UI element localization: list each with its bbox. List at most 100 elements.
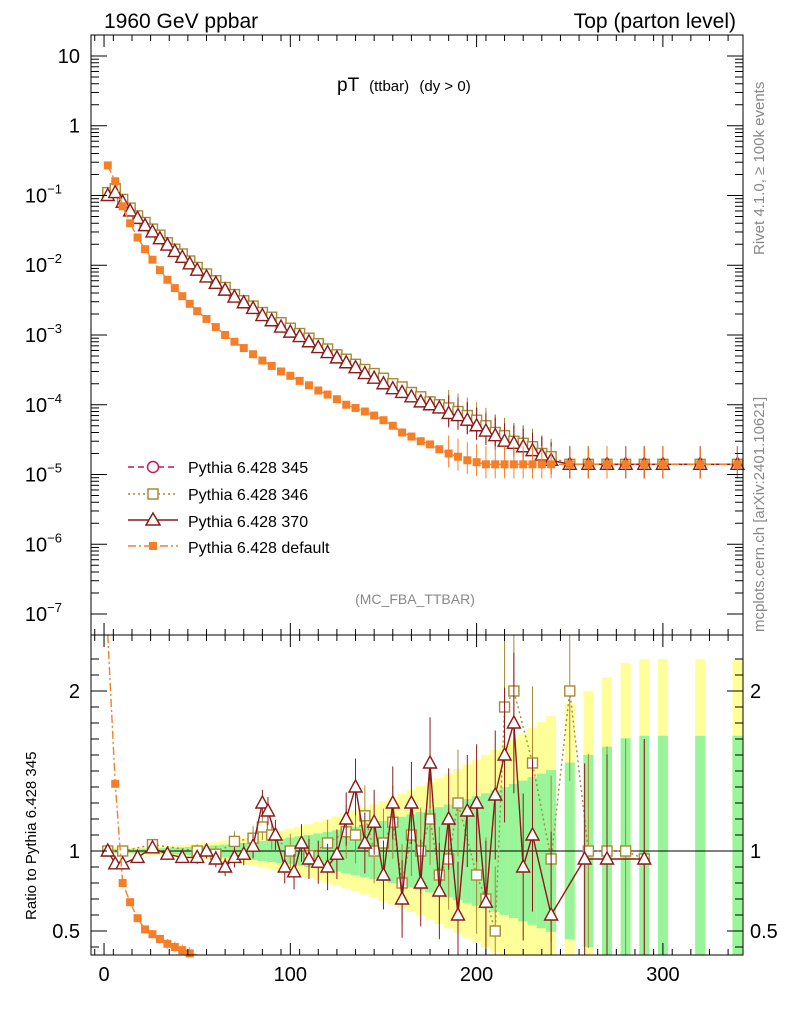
ratio-point bbox=[293, 834, 310, 849]
data-point bbox=[273, 318, 289, 333]
x-tick-label: 100 bbox=[274, 964, 307, 986]
ratio-point bbox=[170, 943, 179, 951]
ratio-point bbox=[277, 858, 293, 873]
data-point bbox=[249, 350, 258, 359]
data-point bbox=[189, 261, 205, 276]
data-point bbox=[144, 223, 161, 238]
data-point bbox=[111, 177, 120, 186]
legend-marker-default bbox=[149, 542, 157, 550]
data-point bbox=[440, 404, 457, 420]
series-line-0 bbox=[107, 189, 738, 466]
data-point bbox=[481, 460, 490, 469]
y-tick-label: 10−2 bbox=[25, 251, 62, 277]
ratio-point bbox=[208, 850, 224, 865]
ratio-point bbox=[254, 794, 271, 809]
ratio-point bbox=[506, 714, 522, 729]
data-point bbox=[221, 331, 230, 339]
series-line-2 bbox=[107, 191, 738, 466]
data-point bbox=[323, 390, 332, 399]
band-green bbox=[657, 735, 668, 955]
band-green bbox=[695, 735, 706, 955]
series-1 bbox=[102, 183, 744, 479]
site-label: mcplots.cern.ch [arXiv:2401.10621] bbox=[751, 397, 768, 632]
data-point bbox=[282, 323, 299, 338]
y-tick-exponent: −7 bbox=[47, 600, 62, 615]
header-right: Top (parton level) bbox=[574, 10, 736, 33]
data-point bbox=[379, 416, 388, 425]
ratio-point bbox=[524, 826, 541, 841]
legend-label-346: Pythia 6.428 346 bbox=[188, 487, 308, 504]
ratio-point bbox=[133, 914, 142, 923]
ratio-point bbox=[114, 855, 131, 870]
ratio-point bbox=[496, 746, 513, 761]
data-point bbox=[422, 396, 438, 411]
data-point bbox=[450, 407, 466, 422]
data-point bbox=[413, 393, 429, 408]
plot-title-sub2: (dy > 0) bbox=[419, 78, 470, 95]
ratio-point bbox=[619, 845, 632, 857]
data-point bbox=[403, 388, 420, 403]
data-point bbox=[319, 344, 336, 359]
ratio-y-tick-label-right: 0.5 bbox=[750, 921, 778, 943]
data-point bbox=[198, 268, 215, 283]
plot-title-main: pT bbox=[337, 75, 360, 96]
ratio-point bbox=[245, 837, 261, 852]
plot-title-sub1: (ttbar) bbox=[369, 78, 409, 95]
ratio-point bbox=[178, 946, 187, 955]
analysis-id: (MC_FBA_TTBAR) bbox=[355, 591, 475, 607]
data-point bbox=[370, 411, 379, 420]
data-point bbox=[193, 307, 202, 316]
ratio-point bbox=[141, 925, 150, 934]
data-point bbox=[310, 339, 326, 354]
series-3 bbox=[103, 161, 742, 479]
ratio-point bbox=[440, 810, 457, 825]
data-point bbox=[565, 460, 574, 469]
data-point bbox=[301, 333, 317, 348]
data-point bbox=[332, 395, 341, 404]
data-point bbox=[338, 354, 354, 369]
y-tick-exponent: −5 bbox=[47, 461, 62, 476]
ratio-point bbox=[256, 821, 269, 833]
y-tick-label: 10 bbox=[58, 46, 80, 68]
ratio-point bbox=[366, 813, 382, 828]
data-point bbox=[491, 460, 500, 469]
ratio-point bbox=[394, 890, 410, 905]
data-point bbox=[375, 375, 392, 390]
data-point bbox=[478, 422, 494, 437]
legend-label-default: Pythia 6.428 default bbox=[188, 540, 330, 557]
y-tick-label: 10−7 bbox=[25, 600, 62, 626]
data-point bbox=[468, 417, 485, 432]
ratio-series-1 bbox=[100, 652, 652, 955]
ratio-plot-panel bbox=[91, 634, 743, 958]
data-point bbox=[178, 292, 187, 301]
y-tick-label: 10−6 bbox=[25, 530, 62, 556]
ratio-point bbox=[159, 845, 176, 860]
legend: Pythia 6.428 345 Pythia 6.428 346 Pythia… bbox=[128, 460, 330, 557]
data-point bbox=[291, 328, 308, 343]
plot-title: pT (ttbar) (dy > 0) bbox=[337, 75, 471, 96]
data-point bbox=[453, 452, 462, 461]
ratio-point bbox=[349, 829, 362, 841]
ratio-y-tick-label: 2 bbox=[69, 681, 80, 703]
legend-marker-346 bbox=[147, 488, 159, 500]
data-point bbox=[217, 281, 233, 296]
data-point bbox=[277, 367, 286, 376]
band-green bbox=[732, 735, 743, 955]
ratio-y-tick-label: 0.5 bbox=[52, 921, 80, 943]
ratio-point bbox=[599, 850, 615, 865]
data-point bbox=[658, 460, 667, 469]
ratio-point bbox=[489, 925, 501, 937]
series-2 bbox=[100, 184, 746, 479]
data-point bbox=[547, 460, 556, 469]
data-point bbox=[236, 294, 252, 309]
ratio-point bbox=[543, 906, 559, 921]
data-point bbox=[126, 219, 135, 228]
y-tick-exponent: −6 bbox=[47, 530, 62, 545]
data-point bbox=[537, 460, 546, 469]
legend-label-370: Pythia 6.428 370 bbox=[188, 514, 308, 531]
ratio-point bbox=[431, 882, 448, 897]
ratio-y-tick-label: 1 bbox=[69, 841, 80, 863]
ratio-point bbox=[284, 845, 297, 857]
data-point bbox=[431, 399, 448, 414]
data-point bbox=[342, 400, 351, 409]
